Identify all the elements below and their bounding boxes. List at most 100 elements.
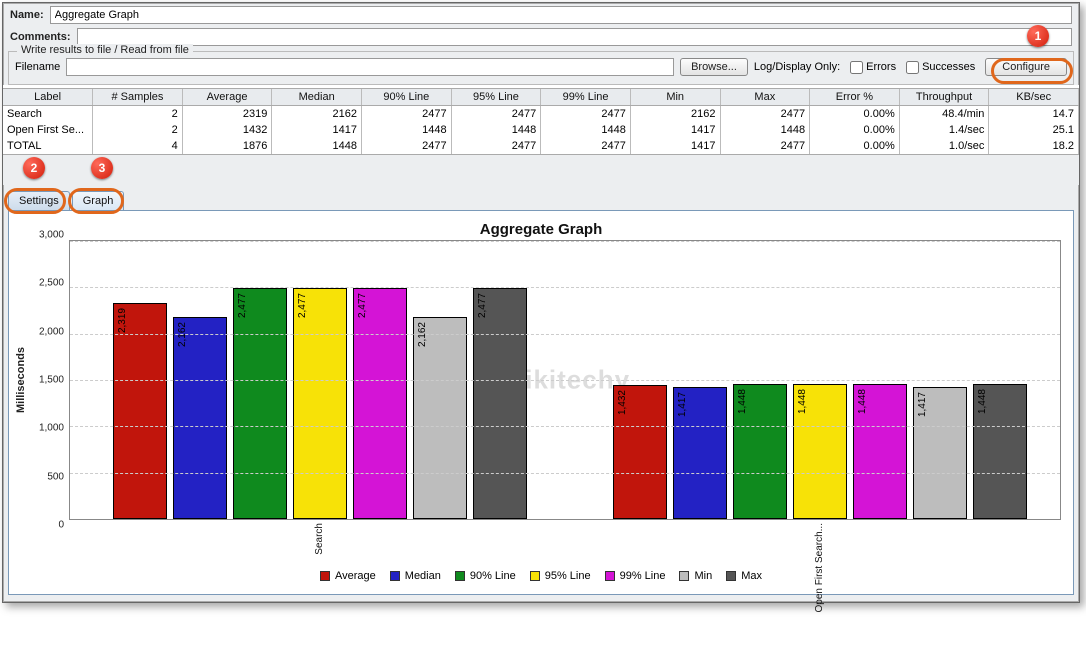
table-cell: 1432 bbox=[182, 122, 272, 138]
chart-bar-group: 1,4321,4171,4481,4481,4481,4171,448Open … bbox=[610, 384, 1030, 519]
table-cell: 2477 bbox=[720, 106, 810, 123]
chart-bar-value: 1,448 bbox=[797, 389, 808, 414]
table-header[interactable]: 90% Line bbox=[362, 89, 452, 106]
table-cell: 2477 bbox=[362, 138, 452, 154]
chart-gridline bbox=[70, 334, 1060, 335]
table-header[interactable]: Median bbox=[272, 89, 362, 106]
errors-checkbox[interactable]: Errors bbox=[850, 61, 896, 74]
table-header[interactable]: 99% Line bbox=[541, 89, 631, 106]
chart-bar: 1,417 bbox=[673, 387, 727, 519]
table-header[interactable]: # Samples bbox=[93, 89, 183, 106]
legend-swatch bbox=[679, 571, 689, 581]
legend-label: Max bbox=[741, 570, 762, 582]
table-row[interactable]: Search223192162247724772477216224770.00%… bbox=[3, 106, 1079, 123]
table-cell: 1876 bbox=[182, 138, 272, 154]
table-cell: 1448 bbox=[362, 122, 452, 138]
table-row[interactable]: Open First Se...214321417144814481448141… bbox=[3, 122, 1079, 138]
chart-bar: 2,477 bbox=[473, 288, 527, 519]
table-cell: 1417 bbox=[630, 138, 720, 154]
table-cell: 1448 bbox=[272, 138, 362, 154]
legend-swatch bbox=[726, 571, 736, 581]
table-cell: 1417 bbox=[630, 122, 720, 138]
chart-bar-value: 2,477 bbox=[237, 293, 248, 318]
chart-gridline bbox=[70, 380, 1060, 381]
legend-item: 95% Line bbox=[530, 570, 591, 582]
table-cell: TOTAL bbox=[3, 138, 93, 154]
chart-bar: 2,477 bbox=[353, 288, 407, 519]
tab-settings[interactable]: Settings bbox=[8, 191, 70, 210]
chart-bar-value: 1,417 bbox=[917, 392, 928, 417]
chart-legend: AverageMedian90% Line95% Line99% LineMin… bbox=[15, 520, 1067, 588]
legend-swatch bbox=[390, 571, 400, 581]
chart-bar: 2,162 bbox=[173, 317, 227, 519]
successes-checkbox[interactable]: Successes bbox=[906, 61, 975, 74]
chart-bar: 1,448 bbox=[973, 384, 1027, 519]
legend-label: Average bbox=[335, 570, 376, 582]
chart-ytick: 2,000 bbox=[39, 326, 64, 337]
table-cell: 2477 bbox=[451, 106, 541, 123]
table-header[interactable]: Min bbox=[630, 89, 720, 106]
table-cell: 2 bbox=[93, 106, 183, 123]
table-header[interactable]: KB/sec bbox=[989, 89, 1079, 106]
table-cell: 2477 bbox=[720, 138, 810, 154]
chart-ytick: 2,500 bbox=[39, 278, 64, 289]
table-header[interactable]: Error % bbox=[810, 89, 900, 106]
chart-bar-value: 2,477 bbox=[357, 293, 368, 318]
chart-bar: 1,448 bbox=[793, 384, 847, 519]
graph-panel: Aggregate Graph Milliseconds Wikitechy 0… bbox=[8, 210, 1074, 595]
table-row[interactable]: TOTAL418761448247724772477141724770.00%1… bbox=[3, 138, 1079, 154]
table-cell: 1.4/sec bbox=[899, 122, 989, 138]
chart-bar: 2,319 bbox=[113, 303, 167, 519]
chart-category-label: Open First Search... bbox=[814, 523, 825, 612]
chart-ytick: 1,000 bbox=[39, 423, 64, 434]
chart-bar-value: 1,448 bbox=[857, 389, 868, 414]
table-cell: 4 bbox=[93, 138, 183, 154]
logdisplay-label: Log/Display Only: bbox=[754, 61, 840, 73]
chart-bar: 1,448 bbox=[853, 384, 907, 519]
table-header[interactable]: 95% Line bbox=[451, 89, 541, 106]
configure-button[interactable]: Configure bbox=[985, 58, 1067, 76]
tab-graph[interactable]: Graph bbox=[72, 191, 125, 210]
chart-bar-value: 1,432 bbox=[617, 390, 628, 415]
table-cell: 1448 bbox=[541, 122, 631, 138]
table-header[interactable]: Max bbox=[720, 89, 810, 106]
table-cell: 48.4/min bbox=[899, 106, 989, 123]
chart-gridline bbox=[70, 241, 1060, 242]
chart-ytick: 1,500 bbox=[39, 375, 64, 386]
table-cell: 1448 bbox=[720, 122, 810, 138]
chart-gridline bbox=[70, 287, 1060, 288]
table-cell: 25.1 bbox=[989, 122, 1079, 138]
comments-input[interactable] bbox=[77, 28, 1072, 46]
table-cell: 2162 bbox=[630, 106, 720, 123]
callout-2: 2 bbox=[23, 157, 45, 179]
table-cell: 2319 bbox=[182, 106, 272, 123]
name-input[interactable] bbox=[50, 6, 1072, 24]
chart-bar-value: 1,417 bbox=[677, 392, 688, 417]
chart-plot: Wikitechy 05001,0001,5002,0002,5003,000 … bbox=[69, 240, 1061, 520]
comments-label: Comments: bbox=[10, 31, 71, 43]
table-cell: 2477 bbox=[362, 106, 452, 123]
name-label: Name: bbox=[10, 9, 44, 21]
legend-item: 99% Line bbox=[605, 570, 666, 582]
file-section: Write results to file / Read from file F… bbox=[8, 51, 1074, 85]
browse-button[interactable]: Browse... bbox=[680, 58, 748, 76]
chart-bar-value: 2,319 bbox=[117, 308, 128, 333]
chart-bar-value: 1,448 bbox=[737, 389, 748, 414]
legend-swatch bbox=[455, 571, 465, 581]
legend-swatch bbox=[605, 571, 615, 581]
table-header[interactable]: Average bbox=[182, 89, 272, 106]
chart-bar: 2,477 bbox=[233, 288, 287, 519]
legend-swatch bbox=[530, 571, 540, 581]
table-header[interactable]: Label bbox=[3, 89, 93, 106]
table-cell: 0.00% bbox=[810, 138, 900, 154]
filename-input[interactable] bbox=[66, 58, 674, 76]
table-header[interactable]: Throughput bbox=[899, 89, 989, 106]
chart-bar: 1,432 bbox=[613, 385, 667, 519]
chart-ylabel: Milliseconds bbox=[15, 240, 31, 520]
callout-3: 3 bbox=[91, 157, 113, 179]
chart-bar-value: 2,477 bbox=[477, 293, 488, 318]
table-cell: 2 bbox=[93, 122, 183, 138]
table-cell: 2477 bbox=[541, 106, 631, 123]
file-section-legend: Write results to file / Read from file bbox=[17, 44, 193, 56]
chart-gridline bbox=[70, 473, 1060, 474]
